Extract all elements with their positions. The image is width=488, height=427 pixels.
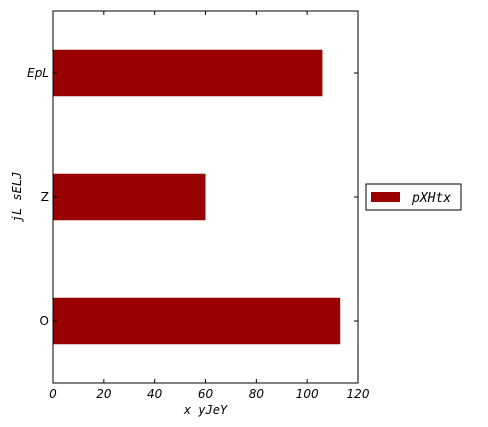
x-tick-label: 60 (198, 387, 214, 401)
x-tick-label: 0 (49, 387, 57, 401)
y-tick-label: EpL (27, 66, 49, 80)
x-tick-label: 120 (347, 387, 370, 401)
legend: pXHtx (365, 183, 462, 211)
x-tick-label: 20 (96, 387, 112, 401)
y-tick-label: Z (41, 190, 49, 204)
y-tick-label: O (40, 314, 49, 328)
x-axis-label: x yJeY (183, 403, 228, 417)
bar (53, 297, 341, 345)
y-axis-label: jL sELJ (10, 172, 24, 223)
bars-group (53, 49, 341, 345)
ticks-group: O Z EpL 0 20 40 60 80 100 120 (27, 11, 370, 401)
x-tick-label: 80 (249, 387, 265, 401)
bar (53, 173, 206, 221)
x-tick-label: 40 (147, 387, 163, 401)
plot-frame (52, 10, 359, 384)
legend-label: pXHtx (411, 191, 451, 206)
x-tick-label: 100 (296, 387, 319, 401)
bar (53, 49, 323, 97)
legend-swatch (371, 192, 400, 202)
